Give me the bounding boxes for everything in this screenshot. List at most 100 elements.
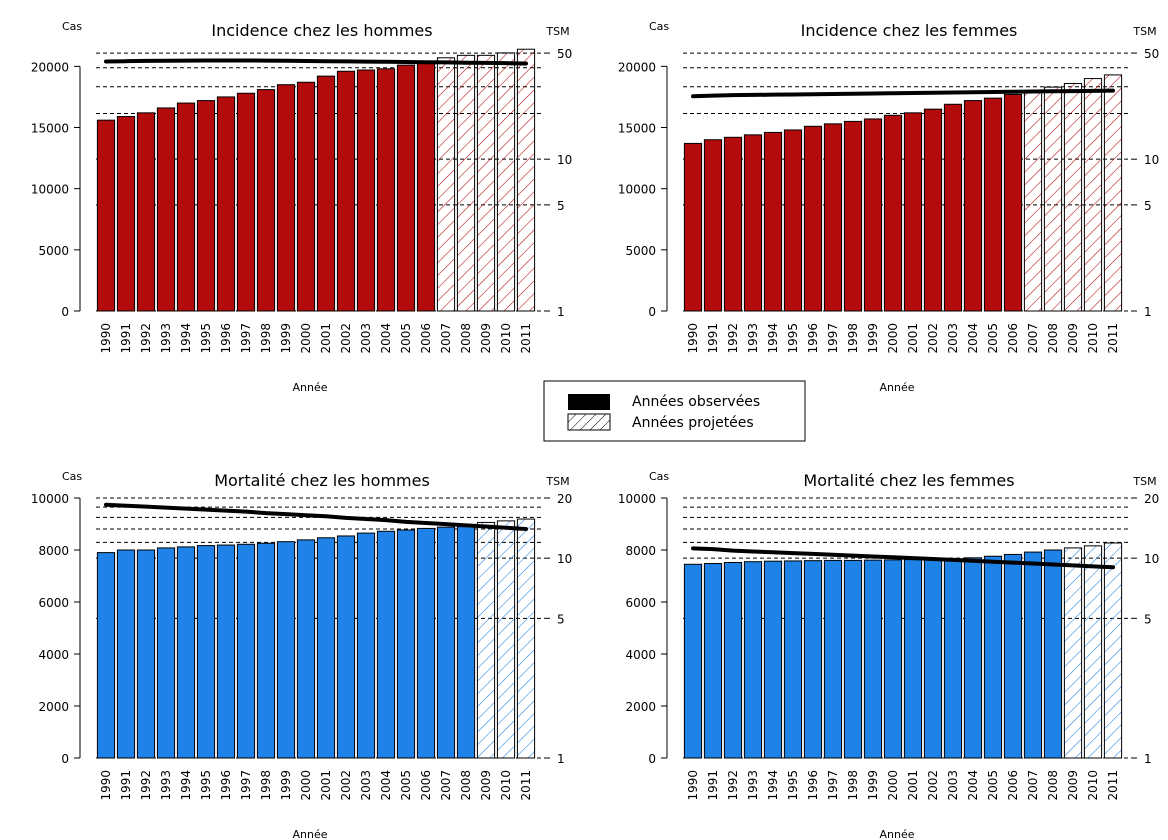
trend-line — [104, 58, 528, 66]
y2-tick-label: 1 — [1144, 305, 1152, 319]
x-tick-label: 2002 — [926, 770, 940, 801]
bar-observed — [763, 131, 783, 312]
x-tick-label: 2005 — [399, 323, 413, 354]
bar-projected — [1083, 78, 1103, 312]
x-tick-label: 2000 — [299, 323, 313, 354]
x-tick-label: 2007 — [439, 323, 453, 354]
x-tick-label: 1999 — [866, 323, 880, 354]
bar-observed — [316, 75, 336, 312]
bar-observed — [216, 96, 236, 312]
x-tick-label: 2010 — [499, 770, 513, 801]
bar-projected — [1103, 74, 1123, 312]
y2-tick-label: 10 — [1144, 552, 1159, 566]
bar-observed — [196, 545, 216, 759]
bar-observed — [843, 559, 863, 759]
trend-line — [691, 88, 1115, 99]
bar-observed — [136, 112, 156, 312]
x-tick-label: 2006 — [419, 323, 433, 354]
x-tick-label: 1995 — [199, 770, 213, 801]
bar-observed — [116, 116, 136, 312]
legend-swatch-observed — [568, 394, 610, 410]
x-tick-label: 2008 — [1046, 770, 1060, 801]
x-tick-label: 2003 — [946, 770, 960, 801]
x-tick-label: 1997 — [826, 770, 840, 801]
x-tick-label: 2003 — [359, 770, 373, 801]
bar-observed — [256, 89, 276, 312]
bar-projected — [516, 48, 536, 312]
x-tick-label: 1995 — [786, 770, 800, 801]
x-tick-label: 2000 — [886, 770, 900, 801]
chart-title: Mortalité chez les femmes — [803, 471, 1014, 490]
bar-observed — [236, 92, 256, 312]
y-tick-label: 10000 — [618, 492, 656, 506]
chart-mortality-women: 0 2000 4000 6000 8000 10000 1 5 10 20 Mortalité ch… — [618, 470, 1159, 840]
chart-incidence-women: 0 5000 10000 15000 20000 1 5 10 50 Incidence chez… — [618, 20, 1159, 394]
bar-observed — [923, 558, 943, 759]
x-axis-label: Année — [292, 381, 327, 394]
x-tick-label: 2004 — [966, 323, 980, 354]
bar-observed — [703, 563, 723, 759]
bar-observed — [683, 563, 703, 759]
bar-observed — [863, 559, 883, 759]
bar-observed — [723, 136, 743, 312]
y-tick-label: 0 — [648, 305, 656, 319]
x-tick-label: 1995 — [199, 323, 213, 354]
x-tick-label: 1991 — [119, 770, 133, 801]
x-tick-label: 2009 — [1066, 323, 1080, 354]
y2-tick-label: 20 — [1144, 492, 1159, 506]
chart-mortality-men: 0 2000 4000 6000 8000 10000 1 5 10 20 Mortalité ch… — [31, 470, 572, 840]
x-tick-label: 1994 — [766, 323, 780, 354]
y2-tick-label: 1 — [557, 752, 565, 766]
x-tick-label: 2002 — [339, 323, 353, 354]
legend-swatch-projected — [567, 413, 611, 431]
bar-observed — [983, 97, 1003, 312]
y-tick-label: 15000 — [618, 122, 656, 136]
bar-observed — [376, 68, 396, 312]
y2-tick-label: 5 — [557, 612, 565, 626]
x-tick-label: 2001 — [906, 770, 920, 801]
x-tick-label: 2008 — [459, 770, 473, 801]
bar-observed — [336, 70, 356, 312]
x-tick-label: 1992 — [726, 323, 740, 354]
x-tick-label: 2004 — [379, 323, 393, 354]
x-tick-label: 1990 — [686, 770, 700, 801]
bar-observed — [983, 555, 1003, 759]
bar-observed — [943, 103, 963, 312]
y-tick-label: 5000 — [625, 244, 656, 258]
x-tick-label: 1993 — [746, 323, 760, 354]
bar-observed — [316, 537, 336, 759]
x-tick-label: 1996 — [806, 770, 820, 801]
bar-projected — [516, 518, 536, 759]
y-tick-label: 4000 — [38, 648, 69, 662]
x-tick-label: 1990 — [99, 323, 113, 354]
x-tick-label: 1992 — [726, 770, 740, 801]
y-tick-label: 6000 — [625, 596, 656, 610]
x-tick-label: 2004 — [379, 770, 393, 801]
x-tick-label: 1997 — [239, 770, 253, 801]
bar-projected — [496, 52, 516, 312]
x-tick-label: 1991 — [119, 323, 133, 354]
y-tick-label: 10000 — [31, 183, 69, 197]
x-tick-label: 2011 — [1106, 770, 1120, 801]
bar-observed — [156, 547, 176, 759]
x-tick-label: 2002 — [339, 770, 353, 801]
chart-title: Incidence chez les femmes — [801, 21, 1018, 40]
bar-projected — [476, 521, 496, 759]
x-tick-label: 2011 — [519, 770, 533, 801]
x-tick-label: 1998 — [259, 323, 273, 354]
y2-tick-label: 10 — [557, 552, 572, 566]
x-tick-label: 2011 — [519, 323, 533, 354]
legend: Années observées Années projetées — [543, 380, 806, 442]
bar-observed — [416, 527, 436, 759]
y-tick-label: 4000 — [625, 648, 656, 662]
bar-observed — [903, 112, 923, 312]
x-tick-label: 1991 — [706, 323, 720, 354]
bar-observed — [823, 123, 843, 312]
y-axis-label: Cas — [649, 20, 669, 33]
bar-observed — [296, 539, 316, 759]
x-tick-label: 2001 — [906, 323, 920, 354]
bar-observed — [356, 69, 376, 312]
x-tick-label: 1996 — [219, 323, 233, 354]
y-axis-label: Cas — [62, 20, 82, 33]
